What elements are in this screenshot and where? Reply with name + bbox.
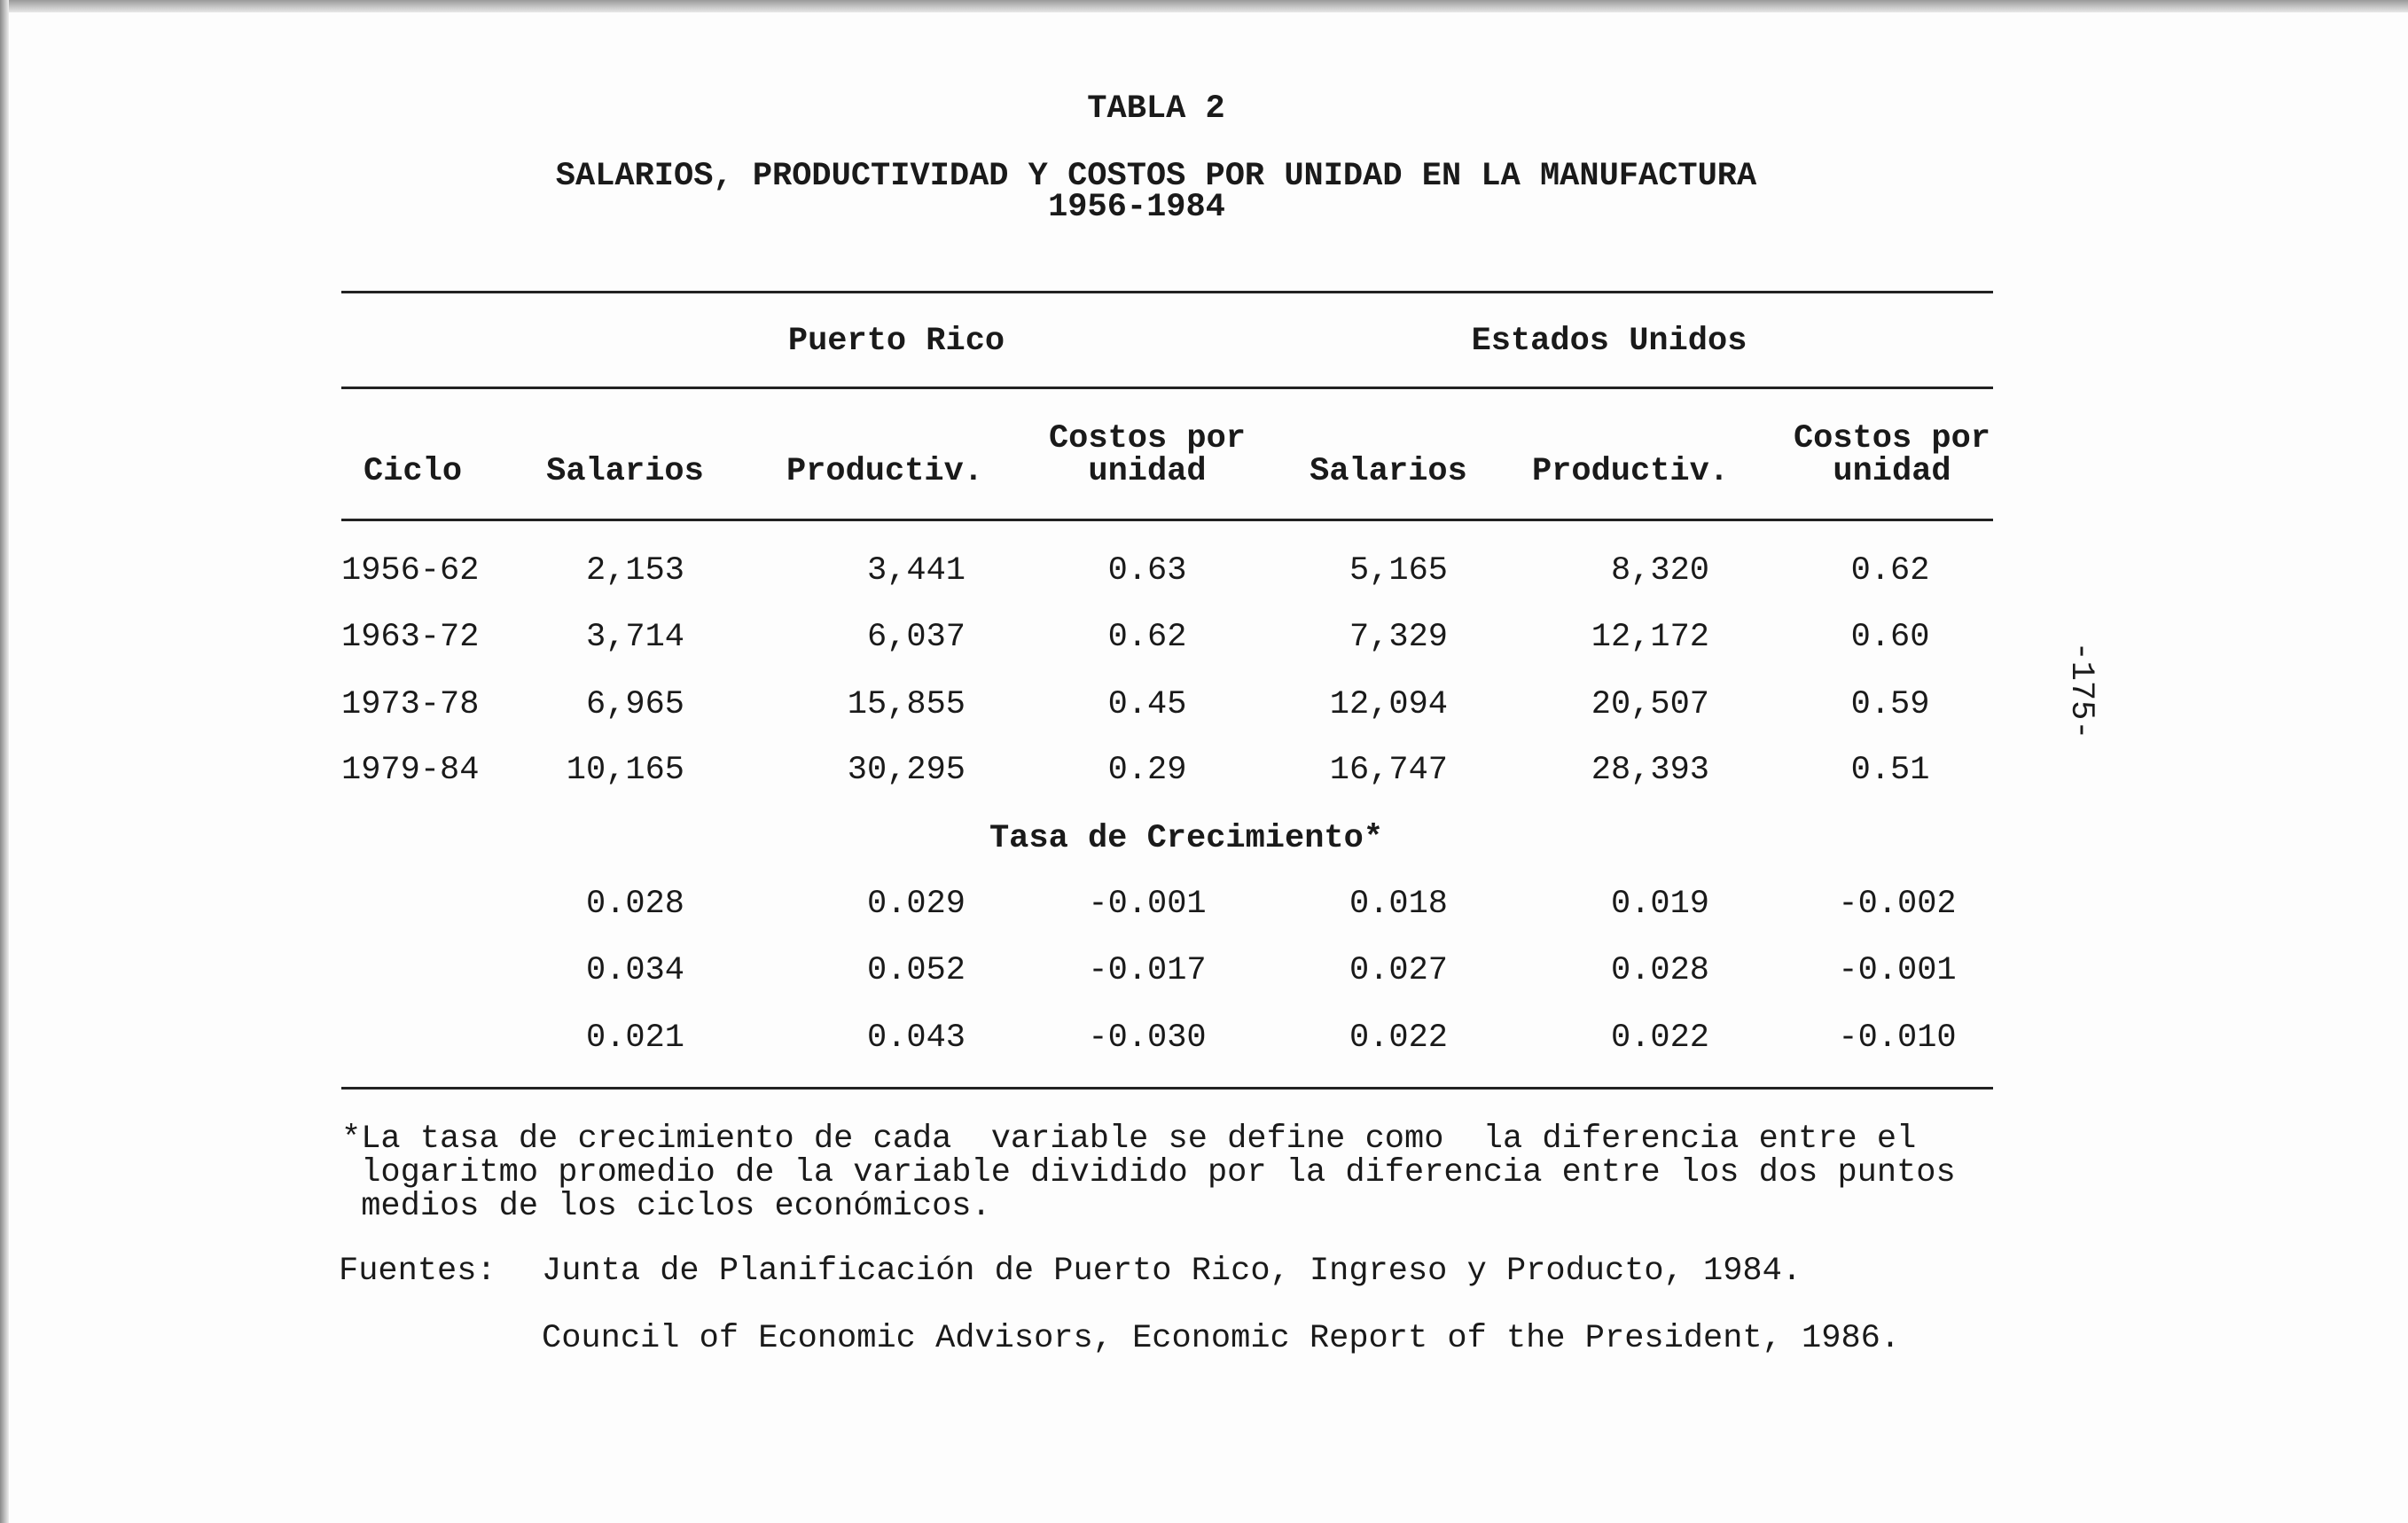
cell-ciclo: 1973-78 <box>341 686 480 723</box>
growth-cell: -0.001 <box>1838 952 1957 989</box>
table-cell: 2,153 <box>585 552 684 590</box>
cell-ciclo: 1979-84 <box>341 752 480 789</box>
table-cell: 12,172 <box>1591 619 1709 656</box>
footnote-line: medios de los ciclos económicos. <box>341 1188 991 1225</box>
table-cell: 12,094 <box>1329 686 1448 723</box>
growth-cell: 0.029 <box>866 886 966 923</box>
growth-cell: -0.017 <box>1088 952 1207 989</box>
header-us-costos: Costos por <box>1793 420 1991 457</box>
group-estados-unidos: Estados Unidos <box>1471 323 1747 360</box>
growth-cell: 0.034 <box>585 952 684 989</box>
footnote-line: logaritmo promedio de la variable dividi… <box>341 1154 1956 1191</box>
cell-ciclo: 1963-72 <box>341 619 480 656</box>
table-cell: 30,295 <box>847 752 966 789</box>
table-cell: 0.62 <box>1850 552 1930 590</box>
header-us-unidad: unidad <box>1833 453 1951 490</box>
table-cell: 16,747 <box>1329 752 1448 789</box>
table-cell: 0.29 <box>1107 752 1187 789</box>
table-cell: 0.63 <box>1107 552 1187 590</box>
table-cell: 0.62 <box>1107 619 1187 656</box>
growth-cell: 0.019 <box>1610 886 1709 923</box>
source-item: Council of Economic Advisors, Economic R… <box>542 1320 1901 1357</box>
growth-cell: -0.010 <box>1838 1019 1957 1057</box>
growth-cell: 0.052 <box>866 952 966 989</box>
table-cell: 15,855 <box>847 686 966 723</box>
growth-cell: 0.028 <box>585 886 684 923</box>
growth-cell: 0.043 <box>866 1019 966 1057</box>
rule-header <box>341 519 1993 521</box>
table-cell: 6,037 <box>866 619 966 656</box>
growth-cell: -0.001 <box>1088 886 1207 923</box>
header-us-productiv: Productiv. <box>1531 453 1730 490</box>
table-cell: 6,965 <box>585 686 684 723</box>
page-number: -175- <box>2062 641 2099 740</box>
scan-edge-top <box>0 0 2408 12</box>
growth-cell: 0.022 <box>1349 1019 1448 1057</box>
table-cell: 5,165 <box>1349 552 1448 590</box>
source-item: Junta de Planificación de Puerto Rico, I… <box>542 1253 1802 1290</box>
header-us-salarios: Salarios <box>1310 453 1467 490</box>
growth-cell: 0.028 <box>1610 952 1709 989</box>
table-cell: 0.60 <box>1850 619 1930 656</box>
rule-top <box>341 291 1993 293</box>
growth-cell: -0.030 <box>1088 1019 1207 1057</box>
rule-bottom <box>341 1087 1993 1090</box>
header-pr-costos: Costos por <box>1048 420 1247 457</box>
sources-label: Fuentes: <box>339 1253 496 1290</box>
table-cell: 10,165 <box>566 752 684 789</box>
growth-cell: 0.018 <box>1349 886 1448 923</box>
footnote-line: *La tasa de crecimiento de cada variable… <box>341 1121 1917 1158</box>
table-cell: 0.59 <box>1850 686 1930 723</box>
cell-ciclo: 1956-62 <box>341 552 480 590</box>
table-cell: 3,714 <box>585 619 684 656</box>
table-cell: 0.45 <box>1107 686 1187 723</box>
table-title: SALARIOS, PRODUCTIVIDAD Y COSTOS POR UNI… <box>555 158 1757 195</box>
header-pr-salarios: Salarios <box>546 453 704 490</box>
rule-group <box>341 387 1993 389</box>
table-period: 1956-1984 <box>1048 189 1225 226</box>
header-pr-productiv: Productiv. <box>786 453 984 490</box>
table-cell: 7,329 <box>1349 619 1448 656</box>
table-cell: 20,507 <box>1591 686 1709 723</box>
growth-cell: 0.021 <box>585 1019 684 1057</box>
table-cell: 0.51 <box>1850 752 1930 789</box>
table-label: TABLA 2 <box>1087 90 1225 128</box>
growth-cell: 0.022 <box>1610 1019 1709 1057</box>
growth-heading: Tasa de Crecimiento* <box>989 820 1384 857</box>
table-cell: 8,320 <box>1610 552 1709 590</box>
header-ciclo: Ciclo <box>364 453 463 490</box>
table-cell: 28,393 <box>1591 752 1709 789</box>
group-puerto-rico: Puerto Rico <box>787 323 1005 360</box>
scan-edge-left <box>0 0 9 1523</box>
header-pr-unidad: unidad <box>1088 453 1207 490</box>
table-cell: 3,441 <box>866 552 966 590</box>
growth-cell: 0.027 <box>1349 952 1448 989</box>
growth-cell: -0.002 <box>1838 886 1957 923</box>
